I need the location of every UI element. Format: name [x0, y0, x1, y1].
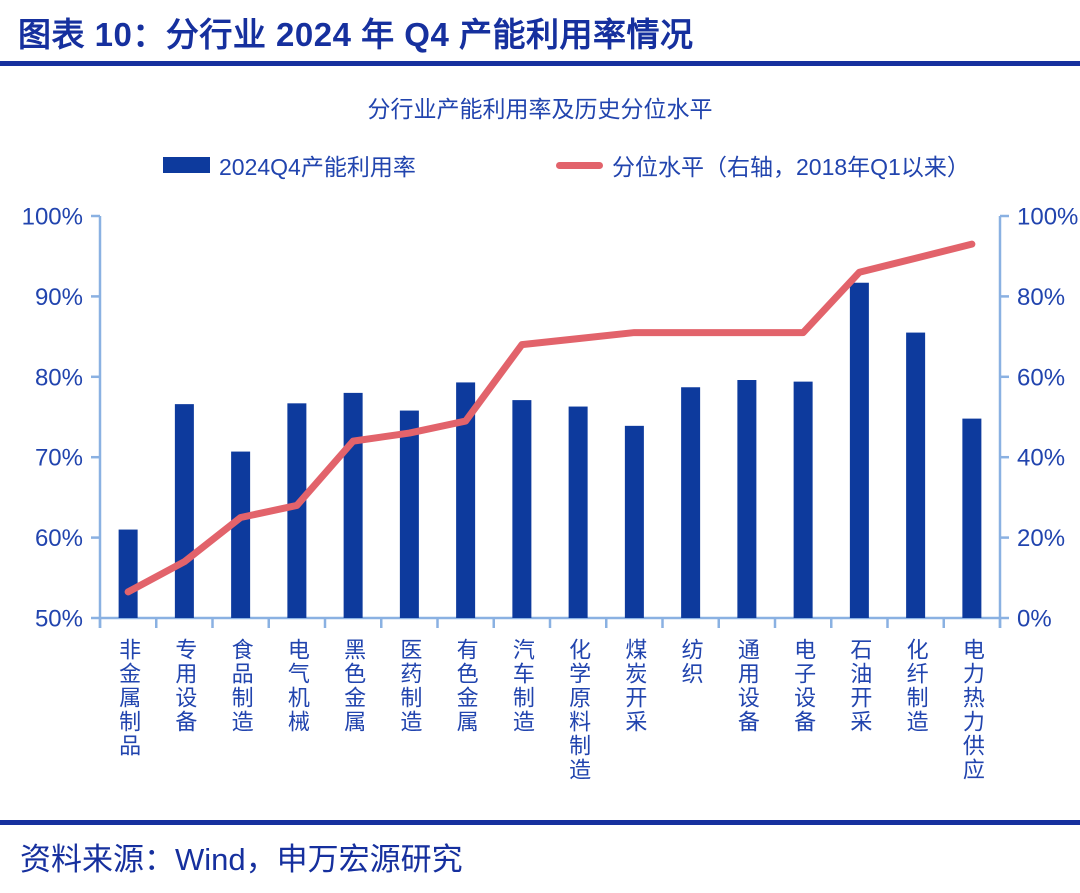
bar: [681, 387, 701, 618]
left-axis-tick-label: 70%: [35, 445, 83, 472]
bar: [624, 425, 644, 618]
category-label: 石油开采: [847, 638, 873, 734]
line-legend-label: 分位水平（右轴，2018年Q1以来）: [612, 154, 970, 180]
bar: [174, 404, 194, 618]
legend-item-line: 分位水平（右轴，2018年Q1以来）: [556, 148, 970, 182]
percentile-line: [124, 240, 976, 596]
right-axis-tick-label: 80%: [1017, 284, 1065, 311]
right-axis-tick-label: 0%: [1017, 606, 1052, 633]
right-axis-tick-label: 20%: [1017, 525, 1065, 552]
bar: [399, 410, 419, 618]
bar: [793, 381, 813, 618]
bar: [737, 380, 757, 618]
bar: [118, 529, 138, 618]
bar: [343, 392, 363, 618]
left-axis-tick-label: 50%: [35, 606, 83, 633]
bar-legend-label: 2024Q4产能利用率: [219, 154, 416, 180]
bar: [231, 451, 251, 618]
category-label: 电气机械: [284, 638, 310, 734]
right-axis-tick-label: 40%: [1017, 445, 1065, 472]
header-divider: [0, 61, 1080, 66]
right-axis-tick-label: 100%: [1017, 204, 1078, 231]
category-label: 电力热力供应: [959, 638, 985, 782]
line-legend-swatch: [556, 161, 603, 169]
bar-legend-swatch: [163, 157, 210, 173]
footer-divider: [0, 820, 1080, 825]
chart-title: 分行业产能利用率及历史分位水平: [367, 96, 713, 122]
category-label: 煤炭开采: [622, 638, 648, 734]
category-label: 通用设备: [734, 638, 760, 734]
right-axis-tick-label: 60%: [1017, 364, 1065, 391]
category-label: 汽车制造: [509, 638, 535, 734]
bar: [849, 282, 869, 618]
source-note: 资料来源：Wind，申万宏源研究: [20, 842, 463, 877]
left-axis-tick-label: 100%: [22, 204, 83, 231]
left-axis-tick-label: 80%: [35, 364, 83, 391]
category-label: 黑色金属: [341, 638, 367, 734]
category-label: 食品制造: [228, 638, 254, 734]
left-axis-tick-label: 90%: [35, 284, 83, 311]
left-axis-tick-label: 60%: [35, 525, 83, 552]
bar: [287, 403, 307, 618]
bar: [568, 406, 588, 618]
category-label: 纺织: [678, 638, 704, 686]
category-label: 化学原料制造: [566, 638, 592, 782]
category-label: 有色金属: [453, 638, 479, 734]
category-label: 专用设备: [172, 638, 198, 734]
category-label: 化纤制造: [903, 638, 929, 734]
bar: [906, 332, 926, 618]
category-label: 医药制造: [397, 638, 423, 734]
bar: [456, 382, 476, 618]
category-label: 非金属制品: [116, 638, 142, 758]
bar: [512, 400, 532, 618]
category-label: 电子设备: [791, 638, 817, 734]
figure-caption: 图表 10：分行业 2024 年 Q4 产能利用率情况: [18, 16, 694, 53]
bar: [962, 418, 982, 618]
legend-item-bar: 2024Q4产能利用率: [163, 148, 416, 182]
